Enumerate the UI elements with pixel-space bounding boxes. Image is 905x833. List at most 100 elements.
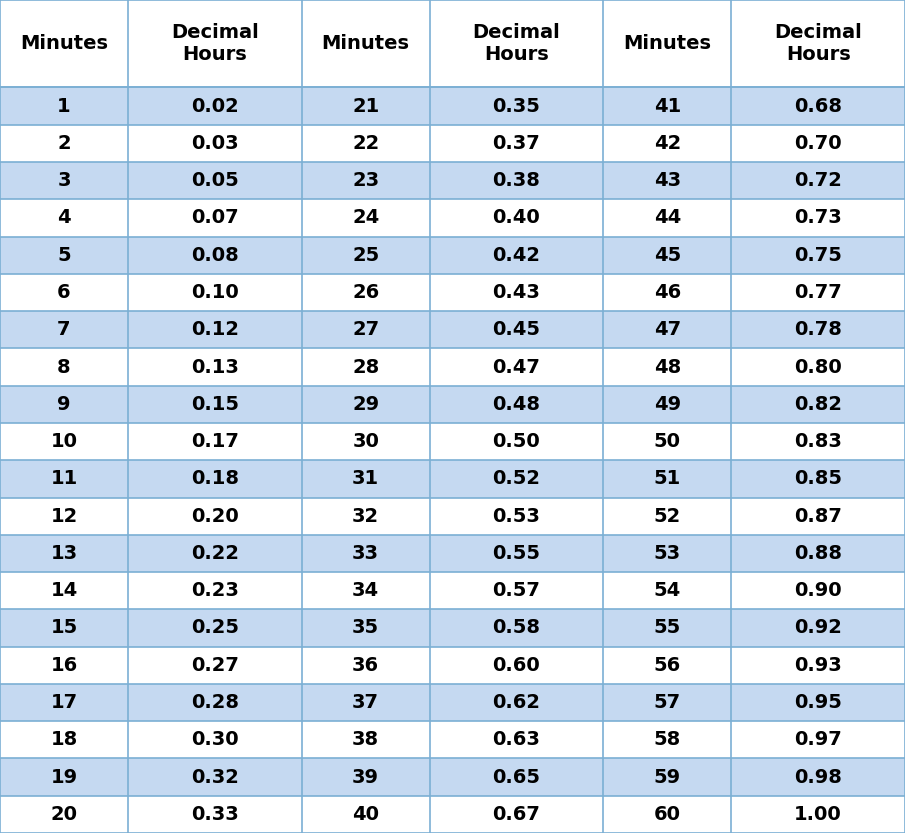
Bar bbox=[301, 721, 430, 758]
Bar bbox=[430, 684, 604, 721]
Text: 0.43: 0.43 bbox=[492, 283, 540, 302]
Text: 26: 26 bbox=[352, 283, 379, 302]
Bar bbox=[301, 423, 430, 460]
Text: 25: 25 bbox=[352, 246, 379, 265]
Text: 0.63: 0.63 bbox=[492, 731, 540, 750]
Bar bbox=[0, 646, 128, 684]
Bar bbox=[731, 199, 905, 237]
Text: 0.95: 0.95 bbox=[795, 693, 842, 712]
Bar bbox=[604, 460, 731, 497]
Text: 0.42: 0.42 bbox=[492, 246, 540, 265]
Text: 0.72: 0.72 bbox=[795, 171, 842, 190]
Bar bbox=[430, 721, 604, 758]
Bar bbox=[128, 609, 301, 646]
Text: 31: 31 bbox=[352, 469, 379, 488]
Text: 0.18: 0.18 bbox=[191, 469, 239, 488]
Text: 10: 10 bbox=[51, 432, 78, 451]
Bar bbox=[604, 274, 731, 312]
Text: 55: 55 bbox=[653, 618, 681, 637]
Bar bbox=[301, 684, 430, 721]
Text: 12: 12 bbox=[51, 506, 78, 526]
Text: 0.80: 0.80 bbox=[795, 357, 842, 377]
Text: 7: 7 bbox=[57, 320, 71, 339]
Text: 58: 58 bbox=[653, 731, 681, 750]
Bar bbox=[301, 758, 430, 796]
Bar bbox=[604, 684, 731, 721]
Text: 18: 18 bbox=[51, 731, 78, 750]
Bar bbox=[128, 572, 301, 610]
Text: 19: 19 bbox=[51, 767, 78, 786]
Text: 0.20: 0.20 bbox=[191, 506, 239, 526]
Bar bbox=[430, 497, 604, 535]
Text: 38: 38 bbox=[352, 731, 379, 750]
Bar bbox=[604, 237, 731, 274]
Bar bbox=[604, 348, 731, 386]
Text: 0.83: 0.83 bbox=[795, 432, 842, 451]
Bar bbox=[0, 497, 128, 535]
Text: 32: 32 bbox=[352, 506, 379, 526]
Text: 0.15: 0.15 bbox=[191, 395, 239, 414]
Text: 57: 57 bbox=[653, 693, 681, 712]
Bar bbox=[0, 535, 128, 572]
Bar bbox=[731, 535, 905, 572]
Text: 0.02: 0.02 bbox=[191, 97, 239, 116]
Text: 13: 13 bbox=[51, 544, 78, 563]
Text: 11: 11 bbox=[51, 469, 78, 488]
Bar bbox=[731, 312, 905, 348]
Bar bbox=[128, 386, 301, 423]
Bar bbox=[731, 87, 905, 125]
Bar bbox=[301, 312, 430, 348]
Bar bbox=[731, 125, 905, 162]
Bar bbox=[731, 758, 905, 796]
Bar bbox=[301, 386, 430, 423]
Bar bbox=[0, 348, 128, 386]
Text: 0.60: 0.60 bbox=[492, 656, 540, 675]
Bar bbox=[0, 796, 128, 833]
Bar bbox=[128, 312, 301, 348]
Bar bbox=[731, 684, 905, 721]
Bar bbox=[604, 125, 731, 162]
Bar bbox=[430, 646, 604, 684]
Text: 0.78: 0.78 bbox=[795, 320, 842, 339]
Text: 50: 50 bbox=[653, 432, 681, 451]
Text: 0.35: 0.35 bbox=[492, 97, 540, 116]
Bar bbox=[301, 87, 430, 125]
Bar bbox=[128, 87, 301, 125]
Bar bbox=[604, 721, 731, 758]
Bar bbox=[0, 237, 128, 274]
Text: 46: 46 bbox=[653, 283, 681, 302]
Bar bbox=[731, 386, 905, 423]
Bar bbox=[430, 87, 604, 125]
Text: 20: 20 bbox=[51, 805, 78, 824]
Text: 0.68: 0.68 bbox=[795, 97, 843, 116]
Text: 34: 34 bbox=[352, 581, 379, 601]
Bar bbox=[430, 572, 604, 610]
Text: 0.05: 0.05 bbox=[191, 171, 239, 190]
Text: 0.70: 0.70 bbox=[795, 134, 842, 153]
Text: 60: 60 bbox=[653, 805, 681, 824]
Bar bbox=[301, 237, 430, 274]
Text: 41: 41 bbox=[653, 97, 681, 116]
Bar bbox=[128, 758, 301, 796]
Bar bbox=[0, 162, 128, 199]
Text: 35: 35 bbox=[352, 618, 379, 637]
Text: 37: 37 bbox=[352, 693, 379, 712]
Bar bbox=[430, 125, 604, 162]
Bar bbox=[731, 721, 905, 758]
Bar bbox=[0, 87, 128, 125]
Text: 1.00: 1.00 bbox=[795, 805, 842, 824]
Text: 0.82: 0.82 bbox=[795, 395, 843, 414]
Bar bbox=[301, 796, 430, 833]
Text: 0.22: 0.22 bbox=[191, 544, 239, 563]
Text: 21: 21 bbox=[352, 97, 379, 116]
Text: 48: 48 bbox=[653, 357, 681, 377]
Bar bbox=[128, 796, 301, 833]
Text: 0.90: 0.90 bbox=[795, 581, 842, 601]
Bar bbox=[128, 423, 301, 460]
Bar bbox=[604, 199, 731, 237]
Text: 8: 8 bbox=[57, 357, 71, 377]
Bar bbox=[731, 572, 905, 610]
Bar bbox=[301, 199, 430, 237]
Text: 53: 53 bbox=[653, 544, 681, 563]
Bar bbox=[0, 386, 128, 423]
